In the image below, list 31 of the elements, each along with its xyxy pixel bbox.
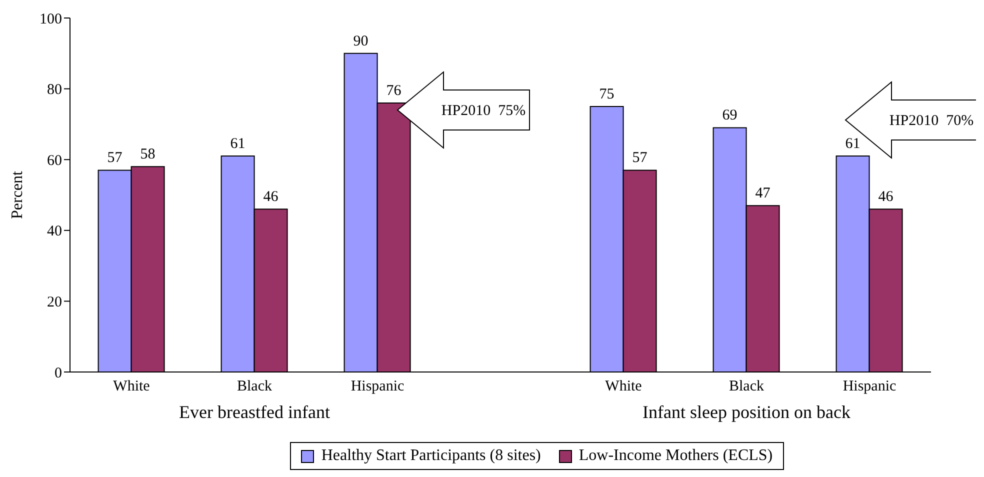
y-tick-label: 0 bbox=[54, 365, 62, 382]
x-tick-label: Hispanic bbox=[842, 378, 896, 395]
x-tick-label: Hispanic bbox=[350, 378, 404, 395]
annotation: HP2010 70% bbox=[889, 113, 974, 129]
y-tick-label: 100 bbox=[40, 11, 62, 28]
annotation: HP2010 75% bbox=[441, 103, 526, 119]
x-tick-label: White bbox=[113, 378, 150, 395]
data-label: 57 bbox=[107, 150, 123, 166]
data-label: 90 bbox=[353, 33, 368, 50]
y-tick-label: 40 bbox=[47, 224, 62, 240]
y-tick-label: 20 bbox=[47, 294, 62, 311]
data-label: 47 bbox=[755, 186, 771, 202]
text: Infant sleep position on back bbox=[642, 402, 852, 423]
data-label: 58 bbox=[140, 146, 156, 163]
text: Ever breastfed infant bbox=[178, 402, 331, 423]
data-label: 69 bbox=[722, 108, 738, 124]
data-label: 46 bbox=[878, 189, 894, 206]
y-tick-label: 80 bbox=[47, 82, 62, 98]
data-label: 61 bbox=[845, 136, 860, 152]
y-axis-title: Percent bbox=[9, 170, 26, 219]
x-tick-label: White bbox=[605, 378, 642, 395]
data-label: 57 bbox=[632, 150, 648, 166]
y-tick-label: 60 bbox=[47, 152, 62, 169]
data-label: 61 bbox=[230, 136, 246, 152]
x-tick-label: Black bbox=[729, 378, 764, 395]
x-tick-label: Black bbox=[237, 378, 272, 395]
legend-label: Healthy Start Participants (8 sites) bbox=[321, 447, 541, 465]
data-label: 76 bbox=[386, 82, 402, 99]
legend-label: Low-Income Mothers (ECLS) bbox=[578, 447, 773, 465]
data-label: 75 bbox=[599, 86, 614, 102]
data-label: 46 bbox=[263, 189, 279, 206]
